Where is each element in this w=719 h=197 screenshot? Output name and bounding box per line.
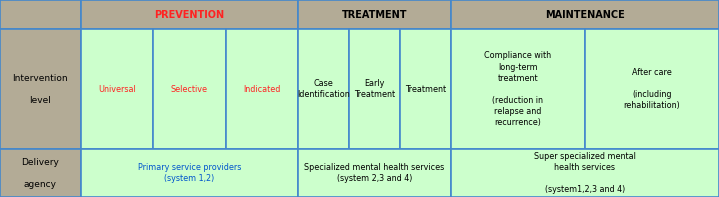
Bar — [585, 29, 719, 149]
Bar — [81, 149, 298, 197]
Bar — [451, 29, 585, 149]
Bar — [0, 0, 81, 29]
Bar — [81, 29, 153, 149]
Text: Early
Treatment: Early Treatment — [354, 79, 395, 99]
Text: TREATMENT: TREATMENT — [342, 10, 408, 20]
Bar — [298, 0, 451, 29]
Bar — [0, 29, 81, 149]
Bar — [298, 149, 451, 197]
Text: Treatment: Treatment — [405, 85, 446, 94]
Text: Delivery

agency: Delivery agency — [22, 158, 59, 189]
Bar — [400, 29, 451, 149]
Bar — [81, 0, 298, 29]
Text: After care

(including
rehabilitation): After care (including rehabilitation) — [623, 68, 680, 110]
Bar — [153, 29, 226, 149]
Bar — [0, 149, 81, 197]
Text: Intervention

level: Intervention level — [12, 74, 68, 105]
Text: Case
Identification: Case Identification — [298, 79, 350, 99]
Text: Super specialized mental
health services

(system1,2,3 and 4): Super specialized mental health services… — [534, 152, 636, 194]
Text: Indicated: Indicated — [244, 85, 280, 94]
Bar — [451, 0, 719, 29]
Text: Selective: Selective — [171, 85, 208, 94]
Text: Specialized mental health services
(system 2,3 and 4): Specialized mental health services (syst… — [304, 163, 445, 183]
Text: PREVENTION: PREVENTION — [155, 10, 224, 20]
Bar — [298, 29, 349, 149]
Text: Primary service providers
(system 1,2): Primary service providers (system 1,2) — [138, 163, 241, 183]
Text: Universal: Universal — [98, 85, 136, 94]
Text: Compliance with
long-term
treatment

(reduction in
relapse and
recurrence): Compliance with long-term treatment (red… — [485, 51, 551, 127]
Bar — [349, 29, 400, 149]
Text: MAINTENANCE: MAINTENANCE — [545, 10, 625, 20]
Bar — [451, 149, 719, 197]
Bar — [226, 29, 298, 149]
